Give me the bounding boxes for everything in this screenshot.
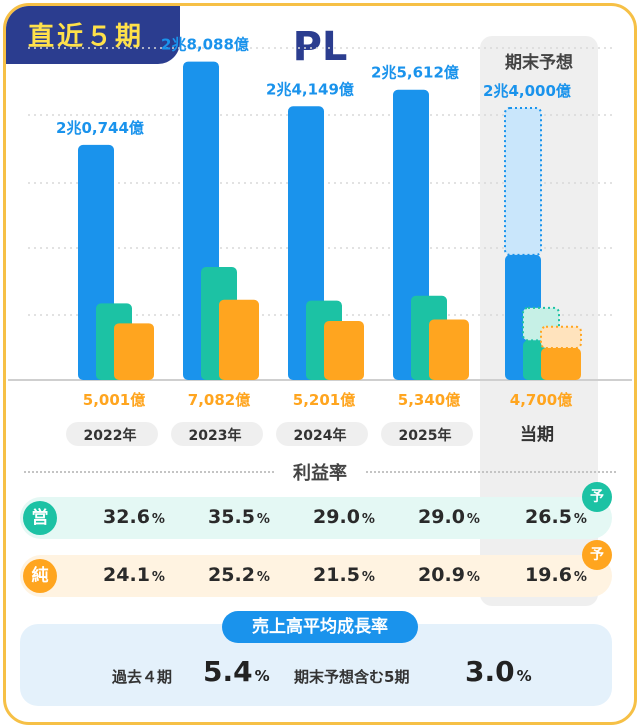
net-label-0: 5,001億 (83, 391, 145, 409)
growth-title: 売上高平均成長率 (222, 611, 418, 643)
net-margin-3: 20.9% (397, 564, 501, 586)
growth-past-value: 5.4% (203, 655, 270, 688)
growth-incl-number: 3.0 (465, 655, 515, 688)
operating-margin-3: 29.0% (397, 506, 501, 528)
divider-left (24, 471, 274, 473)
net-margin-0: 24.1% (82, 564, 186, 586)
operating-margin-unit-1: % (256, 512, 270, 527)
net-forecast-bar (540, 325, 582, 350)
net-actual-bar-4 (541, 348, 581, 380)
net-margin-unit-2: % (361, 570, 375, 585)
operating-margin-value-3: 29.0 (418, 506, 465, 528)
operating-margin-2: 29.0% (292, 506, 396, 528)
operating-margin-row: 営 32.6% 35.5% 29.0% 29.0% 26.5% (20, 497, 612, 539)
revenue-label-1: 2兆8,088億 (161, 36, 249, 54)
revenue-label-0: 2兆0,744億 (56, 119, 144, 137)
net-margin-value-1: 25.2 (208, 564, 255, 586)
net-margin-value-4: 19.6 (525, 564, 572, 586)
revenue-label-3: 2兆5,612億 (371, 64, 459, 82)
revenue-label-2: 2兆4,149億 (266, 80, 354, 98)
operating-icon: 営 (23, 501, 57, 535)
growth-incl-unit: % (516, 667, 532, 685)
year-pill-3 (381, 422, 473, 446)
year-label-0: 2022年 (84, 427, 137, 444)
period-badge: 直近５期 (6, 6, 180, 64)
growth-past-number: 5.4 (203, 655, 253, 688)
net-label-3: 5,340億 (398, 391, 460, 409)
year-label-4: 当期 (520, 424, 554, 445)
operating-margin-unit-2: % (361, 512, 375, 527)
net-icon: 純 (23, 559, 57, 593)
net-label-2: 5,201億 (293, 391, 355, 409)
net-bar-0 (114, 323, 154, 380)
net-margin-4: 19.6% (504, 564, 608, 586)
profit-rate-title: 利益率 (293, 463, 347, 484)
growth-past-unit: % (254, 667, 270, 685)
operating-margin-value-4: 26.5 (525, 506, 572, 528)
net-margin-row: 純 24.1% 25.2% 21.5% 20.9% 19.6% (20, 555, 612, 597)
growth-past-label: 過去４期 (112, 668, 173, 686)
revenue-forecast-bar (504, 107, 542, 256)
operating-margin-value-0: 32.6 (103, 506, 150, 528)
year-label-1: 2023年 (189, 427, 242, 444)
divider-right (366, 471, 616, 473)
net-margin-unit-3: % (466, 570, 480, 585)
net-margin-value-2: 21.5 (313, 564, 360, 586)
net-margin-1: 25.2% (187, 564, 291, 586)
growth-incl-label: 期末予想含む5期 (294, 668, 410, 686)
year-pill-1 (171, 422, 263, 446)
operating-margin-value-1: 35.5 (208, 506, 255, 528)
net-label-4: 4,700億 (510, 391, 572, 409)
operating-margin-unit-4: % (573, 512, 587, 527)
net-label-1: 7,082億 (188, 391, 250, 409)
net-margin-value-0: 24.1 (103, 564, 150, 586)
net-margin-value-3: 20.9 (418, 564, 465, 586)
net-bar-2 (324, 321, 364, 380)
revenue-label-4: 2兆4,000億 (483, 82, 571, 100)
pl-bar-chart: 2兆0,744億 5,001億 2022年 2兆8,088億 7,082億 2023年 2兆… (8, 36, 632, 446)
forecast-header: 期末予想 (505, 53, 573, 73)
forecast-mark-operating: 予 (582, 482, 612, 512)
net-margin-unit-0: % (151, 570, 165, 585)
forecast-mark-net: 予 (582, 540, 612, 570)
operating-margin-4: 26.5% (504, 506, 608, 528)
year-label-3: 2025年 (399, 427, 452, 444)
net-bar-3 (429, 319, 469, 380)
operating-margin-1: 35.5% (187, 506, 291, 528)
net-margin-unit-1: % (256, 570, 270, 585)
year-pill-0 (66, 422, 158, 446)
operating-margin-unit-3: % (466, 512, 480, 527)
net-bar-1 (219, 299, 259, 380)
net-margin-2: 21.5% (292, 564, 396, 586)
operating-margin-unit-0: % (151, 512, 165, 527)
year-pill-2 (276, 422, 368, 446)
net-margin-unit-4: % (573, 570, 587, 585)
year-label-2: 2024年 (294, 427, 347, 444)
operating-margin-0: 32.6% (82, 506, 186, 528)
badge-label: 直近５期 (28, 22, 145, 52)
operating-margin-value-2: 29.0 (313, 506, 360, 528)
growth-incl-value: 3.0% (465, 655, 532, 688)
chart-title: PL (292, 24, 348, 70)
